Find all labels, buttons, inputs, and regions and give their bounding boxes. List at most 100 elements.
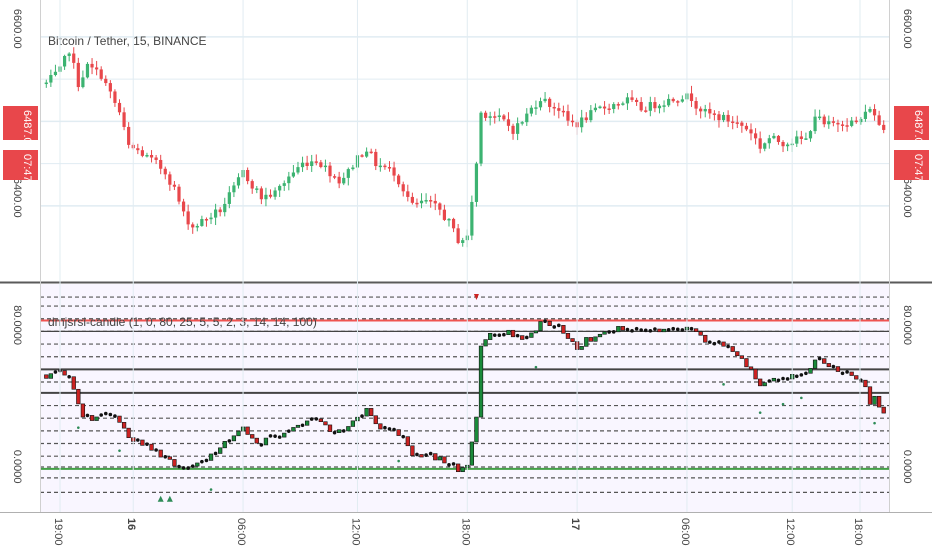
osc-candle bbox=[661, 328, 667, 333]
candle-body bbox=[786, 144, 790, 147]
candle-body bbox=[323, 165, 328, 168]
candle-body bbox=[850, 120, 854, 126]
osc-candle bbox=[71, 376, 76, 390]
candle-body bbox=[882, 124, 886, 130]
time-axis-label: 18:00 bbox=[459, 518, 471, 546]
candle-body bbox=[721, 114, 726, 121]
candle-body bbox=[680, 99, 684, 102]
osc-dot bbox=[309, 417, 314, 421]
osc-dot bbox=[387, 427, 392, 431]
candle-body bbox=[552, 106, 556, 109]
candle-body bbox=[342, 177, 346, 184]
candle-body bbox=[483, 112, 488, 118]
osc-dot bbox=[497, 333, 502, 337]
osc-dot bbox=[666, 328, 671, 332]
candle-body bbox=[726, 114, 730, 122]
candle-body bbox=[365, 151, 369, 157]
candle-body bbox=[699, 108, 703, 112]
osc-axis-label-right: 0.0000 bbox=[901, 450, 913, 484]
candle-body bbox=[49, 75, 53, 83]
osc-candle bbox=[657, 328, 662, 333]
candle-body bbox=[836, 122, 840, 125]
candle-body bbox=[209, 217, 213, 220]
osc-dot bbox=[213, 451, 218, 456]
candle-body bbox=[218, 209, 222, 213]
osc-dot bbox=[776, 378, 781, 383]
osc-candle bbox=[44, 374, 49, 379]
osc-candle bbox=[602, 331, 607, 335]
candle-body bbox=[378, 165, 382, 168]
time-axis[interactable]: 19:00 16 06:00 12:00 18:00 17 06:00 12:00 18:00 bbox=[52, 0, 864, 546]
candle-body bbox=[154, 157, 158, 160]
osc-candle bbox=[89, 415, 95, 421]
osc-candle bbox=[419, 454, 424, 458]
osc-candle bbox=[94, 416, 99, 421]
price-axis-label-right: 6400.00 bbox=[901, 178, 913, 218]
candle-body bbox=[799, 136, 803, 139]
candle-body bbox=[822, 116, 826, 125]
candle-body bbox=[72, 53, 76, 63]
candle-body bbox=[53, 71, 58, 76]
osc-candle bbox=[762, 382, 767, 387]
oscillator-series[interactable] bbox=[44, 294, 886, 502]
price-candles[interactable] bbox=[44, 47, 886, 248]
candle-body bbox=[117, 102, 122, 113]
main-y-axis-right[interactable]: 6600.00 6400.00 bbox=[901, 9, 913, 218]
osc-dot bbox=[785, 377, 790, 381]
candle-body bbox=[374, 151, 378, 167]
osc-candle bbox=[282, 432, 287, 438]
candle-body bbox=[776, 135, 781, 142]
osc-candle bbox=[263, 437, 269, 446]
osc-dot bbox=[108, 412, 113, 417]
osc-candle bbox=[863, 379, 868, 388]
candle-body bbox=[525, 113, 529, 123]
candle-body bbox=[625, 97, 630, 104]
candle-body bbox=[497, 115, 501, 117]
osc-candle bbox=[80, 403, 86, 418]
osc-candle bbox=[442, 456, 447, 464]
osc-candle bbox=[474, 416, 479, 443]
osc-signal-dot bbox=[397, 459, 400, 463]
osc-y-axis[interactable]: 80.0000 80.0000 0.0000 0.0000 bbox=[11, 305, 913, 483]
osc-dot bbox=[204, 458, 209, 463]
candle-body bbox=[351, 167, 355, 170]
osc-candle bbox=[771, 377, 777, 382]
osc-dot bbox=[804, 371, 808, 376]
candle-body bbox=[589, 110, 593, 121]
candle-body bbox=[305, 162, 309, 167]
osc-candle bbox=[570, 338, 575, 342]
osc-dot bbox=[831, 364, 836, 369]
osc-dot bbox=[557, 323, 561, 328]
candle-body bbox=[740, 122, 744, 126]
candle-body bbox=[296, 167, 300, 173]
osc-candle bbox=[744, 358, 749, 368]
candle-body bbox=[493, 116, 497, 118]
osc-dot bbox=[85, 413, 90, 418]
candle-body bbox=[676, 101, 680, 103]
candle-body bbox=[749, 129, 753, 134]
candle-body bbox=[644, 110, 648, 112]
osc-candle bbox=[872, 395, 877, 405]
candle-body bbox=[195, 225, 199, 228]
candle-body bbox=[667, 98, 671, 106]
osc-dot bbox=[415, 452, 419, 457]
candle-body bbox=[291, 172, 295, 177]
main-title: Bitcoin / Tether, 15, BINANCE bbox=[48, 34, 207, 48]
osc-candle bbox=[76, 388, 81, 405]
candle-body bbox=[543, 98, 547, 102]
candle-body bbox=[392, 167, 396, 176]
candle-body bbox=[451, 218, 456, 229]
main-y-axis-left[interactable]: 6600.00 6400.00 bbox=[11, 9, 23, 218]
osc-dot bbox=[287, 429, 291, 433]
osc-candle bbox=[730, 346, 735, 352]
osc-axis-label-left: 80.0000 bbox=[11, 305, 23, 345]
candle-body bbox=[415, 202, 419, 205]
osc-dot bbox=[392, 427, 396, 432]
candle-body bbox=[557, 108, 561, 111]
osc-candle bbox=[117, 415, 122, 423]
osc-candle bbox=[218, 447, 223, 454]
candle-body bbox=[419, 200, 424, 204]
candle-body bbox=[62, 55, 67, 67]
candle-body bbox=[538, 101, 543, 108]
